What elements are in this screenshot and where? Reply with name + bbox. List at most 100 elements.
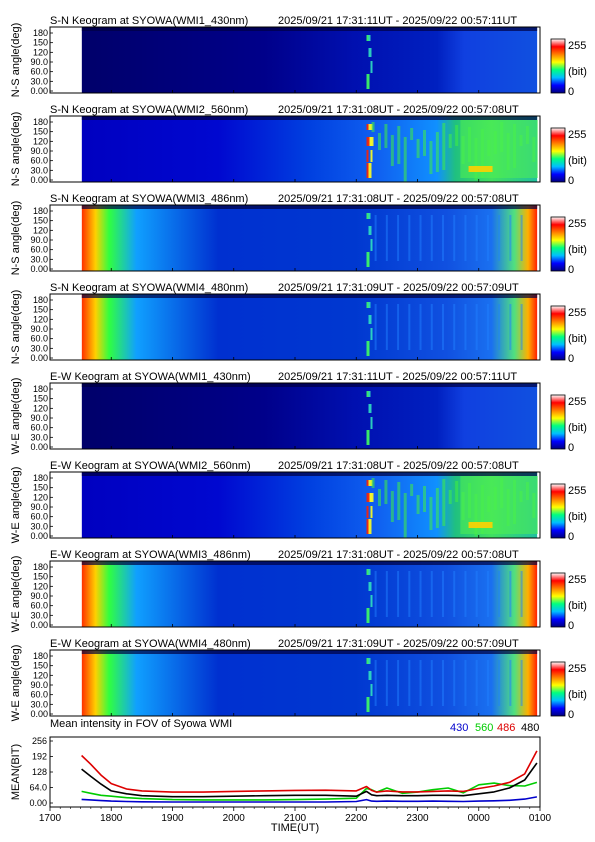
keogram-aurora-mark xyxy=(509,304,512,350)
colorbar-unit-label: (bit) xyxy=(568,422,587,434)
keogram-y-tick-label: 120 xyxy=(33,403,48,413)
colorbar xyxy=(550,216,566,272)
keogram-time-range: 2025/09/21 17:31:08UT - 2025/09/22 00:57… xyxy=(278,549,519,561)
keogram-aurora-mark xyxy=(366,252,370,267)
colorbar-min-label: 0 xyxy=(568,86,574,98)
time-axis-label: 1700 xyxy=(39,813,62,824)
keogram-aurora-mark xyxy=(453,571,456,617)
keogram-aurora-mark xyxy=(442,215,444,261)
colorbar-unit-label: (bit) xyxy=(568,600,587,612)
time-axis-title: TIME(UT) xyxy=(271,822,319,834)
keogram-y-tick-label: 30.0 xyxy=(30,521,48,531)
keogram-aurora-mark xyxy=(366,74,370,89)
keogram-time-range: 2025/09/21 17:31:11UT - 2025/09/22 00:57… xyxy=(278,15,517,27)
keogram-time-range: 2025/09/21 17:31:08UT - 2025/09/22 00:57… xyxy=(278,193,519,205)
keogram-aurora-mark xyxy=(397,482,401,520)
keogram-panel-5: E-W Keogram at SYOWA(WMI1_430nm) 2025/09/… xyxy=(10,371,587,454)
keogram-aurora-mark xyxy=(377,489,381,506)
keogram-aurora-mark xyxy=(370,137,374,146)
keogram-aurora-mark xyxy=(370,684,373,696)
mean-plot-frame xyxy=(49,736,541,808)
series-line-480 xyxy=(81,762,538,798)
mean-plot-y-tick-label: 0.00 xyxy=(29,798,47,808)
keogram-aurora-mark xyxy=(366,124,369,130)
keogram-aurora-mark xyxy=(498,571,501,617)
keogram-aurora-mark xyxy=(368,480,371,486)
keogram-aurora-mark xyxy=(453,660,456,706)
keogram-aurora-mark xyxy=(366,480,369,486)
keogram-y-tick-label: 120 xyxy=(33,492,48,502)
colorbar-min-label: 0 xyxy=(568,175,574,187)
colorbar-max-label: 255 xyxy=(568,663,586,675)
keogram-title: E-W Keogram at SYOWA(WMI3_486nm) xyxy=(50,549,251,561)
keogram-y-tick-label: 0.00 xyxy=(30,531,48,541)
keogram-y-tick-label: 120 xyxy=(33,225,48,235)
keogram-title: S-N Keogram at SYOWA(WMI2_560nm) xyxy=(50,104,248,116)
keogram-aurora-mark xyxy=(453,304,456,350)
keogram-aurora-mark xyxy=(442,660,444,706)
keogram-y-tick-label: 150 xyxy=(33,394,48,404)
keogram-aurora-mark xyxy=(397,126,401,164)
keogram-aurora-mark xyxy=(455,481,459,502)
keogram-title: E-W Keogram at SYOWA(WMI4_480nm) xyxy=(50,638,251,650)
keogram-aurora-mark xyxy=(498,660,501,706)
keogram-y-tick-label: 0.00 xyxy=(30,442,48,452)
keogram-aurora-mark xyxy=(385,571,388,617)
keogram-aurora-mark xyxy=(419,571,422,617)
colorbar-min-label: 0 xyxy=(568,353,574,365)
keogram-y-tick-label: 30.0 xyxy=(30,254,48,264)
keogram-aurora-mark xyxy=(385,304,388,350)
keogram-aurora-mark xyxy=(368,671,372,680)
keogram-aurora-mark xyxy=(520,660,523,706)
legend-entry-560: 560 xyxy=(475,722,493,734)
keogram-top-band xyxy=(81,205,538,209)
keogram-aurora-mark xyxy=(397,304,400,350)
colorbar-max-label: 255 xyxy=(568,129,586,141)
colorbar-max-label: 255 xyxy=(568,307,586,319)
keogram-aurora-mark xyxy=(442,123,446,170)
legend-entry-486: 486 xyxy=(497,722,515,734)
keogram-aurora-mark xyxy=(475,304,478,350)
mean-plot-y-tick-label: 192 xyxy=(32,752,47,762)
colorbar-min-label: 0 xyxy=(568,531,574,543)
colorbar-max-label: 255 xyxy=(568,40,586,52)
keogram-aurora-mark xyxy=(397,215,400,261)
mean-plot-title: Mean intensity in FOV of Syowa WMI xyxy=(50,718,232,730)
keogram-y-tick-label: 150 xyxy=(33,216,48,226)
keogram-y-tick-label: 90.0 xyxy=(30,57,48,67)
keogram-aurora-mark xyxy=(430,571,433,617)
keogram-aurora-mark xyxy=(442,571,444,617)
keogram-panel-2: S-N Keogram at SYOWA(WMI2_560nm) 2025/09/… xyxy=(10,104,587,187)
keogram-aurora-mark xyxy=(374,660,377,706)
keogram-y-tick-label: 60.0 xyxy=(30,245,48,255)
colorbar-unit-label: (bit) xyxy=(568,333,587,345)
keogram-aurora-mark xyxy=(408,571,411,617)
keogram-y-tick-label: 120 xyxy=(33,47,48,57)
keogram-aurora-mark xyxy=(520,304,523,350)
keogram-aurora-mark xyxy=(468,166,493,172)
keogram-aurora-mark xyxy=(366,569,369,575)
keogram-title: S-N Keogram at SYOWA(WMI3_486nm) xyxy=(50,193,248,205)
keogram-aurora-mark xyxy=(385,215,388,261)
mean-plot-y-tick-label: 128 xyxy=(32,767,47,777)
keogram-aurora-mark xyxy=(366,163,370,178)
time-axis-label: 2100 xyxy=(284,813,307,824)
keogram-aurora-mark xyxy=(435,488,439,528)
keogram-y-tick-label: 150 xyxy=(33,572,48,582)
keogram-aurora-mark xyxy=(408,660,411,706)
keogram-aurora-mark xyxy=(366,697,370,712)
colorbar xyxy=(550,661,566,717)
keogram-y-tick-label: 180 xyxy=(33,473,48,483)
time-axis-label: 1900 xyxy=(161,813,184,824)
keogram-y-tick-label: 30.0 xyxy=(30,610,48,620)
series-line-486 xyxy=(81,750,538,793)
keogram-title: E-W Keogram at SYOWA(WMI1_430nm) xyxy=(50,371,251,383)
colorbar xyxy=(550,394,566,450)
keogram-aurora-mark xyxy=(374,215,377,261)
keogram-aurora-mark xyxy=(374,571,377,617)
keogram-aurora-mark xyxy=(397,571,400,617)
keogram-top-band xyxy=(81,472,538,476)
keogram-aurora-mark xyxy=(486,571,489,617)
keogram-y-tick-label: 60.0 xyxy=(30,601,48,611)
keogram-aurora-mark xyxy=(374,304,377,350)
